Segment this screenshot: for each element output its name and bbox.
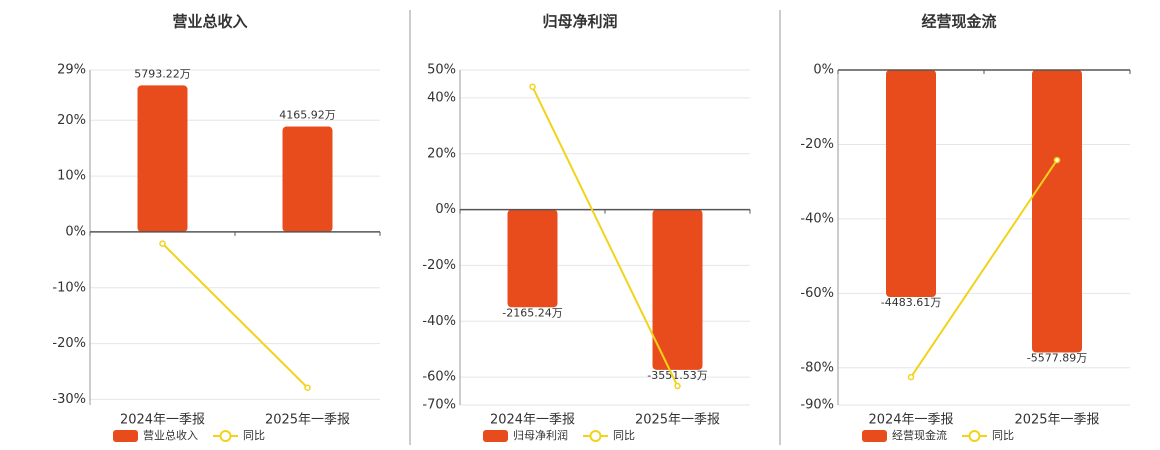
x-tick-label: 2024年一季报 [868, 413, 953, 428]
legend-label: 经营现金流 [892, 428, 947, 442]
y-tick-label: -20% [800, 137, 834, 152]
line [531, 86, 679, 387]
y-tick-label: 50% [427, 63, 456, 78]
y-tick-label: 20% [427, 146, 456, 161]
y-tick-label: 0% [813, 63, 834, 78]
legend-label: 同比 [613, 429, 635, 442]
line-point [907, 373, 915, 381]
chart-title: 经营现金流 [921, 13, 996, 31]
y-tick-label: 29% [57, 63, 86, 78]
data-label: 4165.92万 [279, 109, 336, 122]
y-tick-label: -30% [52, 392, 86, 407]
y-tick-label: -10% [52, 280, 86, 295]
x-tick-label: 2024年一季报 [490, 413, 575, 428]
y-tick-label: -60% [800, 286, 834, 301]
chart-title: 营业总收入 [172, 13, 247, 31]
legend-swatch [968, 430, 981, 442]
line-point [304, 384, 311, 391]
x-tick-label: 2025年一季报 [265, 413, 350, 428]
data-label: -4483.61万 [881, 296, 941, 309]
y-tick-label: 0% [65, 224, 86, 239]
y-tick-label: 20% [57, 113, 86, 128]
legend-swatch [483, 430, 508, 442]
data-label: -2165.24万 [502, 306, 562, 319]
bar [886, 70, 936, 298]
line [161, 242, 309, 389]
line-point [159, 240, 166, 247]
bar [652, 209, 703, 370]
legend-label: 营业总收入 [143, 428, 198, 442]
y-tick-label: -60% [422, 370, 456, 385]
y-tick-label: -40% [422, 314, 456, 329]
x-tick-label: 2025年一季报 [635, 413, 720, 428]
y-tick-label: -80% [800, 360, 834, 375]
chart-title: 归母净利润 [542, 13, 617, 31]
legend-swatch [113, 430, 138, 442]
y-tick-label: 0% [435, 202, 456, 217]
legend-label: 归母净利润 [513, 428, 568, 442]
y-tick-label: -70% [422, 398, 456, 413]
y-tick-label: -40% [800, 211, 834, 226]
line-point [674, 382, 681, 390]
legend-swatch [219, 430, 232, 442]
y-tick-label: 10% [57, 169, 86, 184]
y-tick-label: -20% [52, 336, 86, 351]
y-tick-label: 40% [427, 90, 456, 105]
bar [1032, 70, 1082, 353]
bar [137, 85, 188, 232]
line [910, 159, 1058, 378]
bar [507, 209, 558, 308]
y-tick-label: -90% [800, 398, 834, 413]
bar [282, 126, 333, 232]
legend-swatch [862, 430, 887, 442]
data-label: -5577.89万 [1027, 351, 1087, 364]
data-label: 5793.22万 [134, 67, 191, 80]
legend-label: 同比 [992, 429, 1014, 442]
legend-swatch [589, 430, 602, 442]
y-tick-label: -20% [422, 258, 456, 273]
x-tick-label: 2025年一季报 [1014, 413, 1099, 428]
data-label: -3551.53万 [647, 369, 707, 382]
line-point [529, 83, 536, 90]
x-tick-label: 2024年一季报 [120, 413, 205, 428]
line-point [1053, 156, 1061, 164]
legend-label: 同比 [243, 429, 265, 442]
